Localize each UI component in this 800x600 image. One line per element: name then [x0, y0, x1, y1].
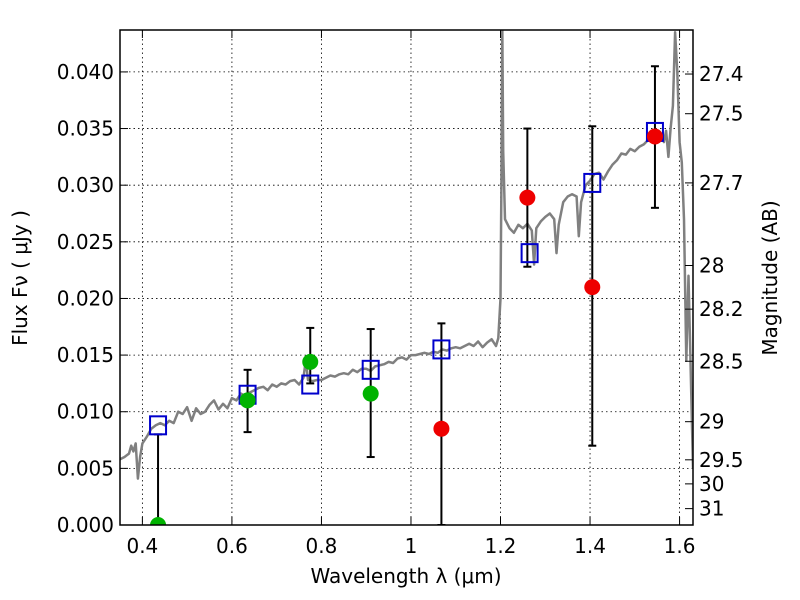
red-data-point [433, 420, 450, 437]
green-data-point [150, 517, 167, 525]
y2-tick-label: 28 [699, 253, 724, 277]
red-data-point [519, 189, 536, 206]
model-square-point [432, 339, 451, 360]
x-tick-label: 1.6 [664, 534, 696, 558]
grid-lines [120, 30, 693, 526]
y2-tick-label: 28.5 [699, 349, 744, 373]
y-tick-label: 0.005 [57, 456, 114, 480]
y-tick-label: 0.015 [57, 343, 114, 367]
y2-axis-label: Magnitude (AB) [758, 200, 782, 355]
x-tick-label: 1.4 [574, 534, 606, 558]
y-tick-label: 0.040 [57, 60, 114, 84]
y-tick-label: 0.000 [57, 513, 114, 537]
red-data-point [584, 279, 601, 296]
y2-tick-label: 29 [699, 410, 724, 434]
y2-tick-label: 27.5 [699, 102, 744, 126]
x-tick-label: 0.8 [306, 534, 338, 558]
spectrum-layer [120, 30, 693, 480]
model-square-point [301, 374, 320, 395]
y2-tick-label: 31 [699, 497, 724, 521]
y-tick-label: 0.010 [57, 400, 114, 424]
model-square-point [520, 243, 539, 264]
plot-area [120, 30, 693, 525]
x-tick-label: 1.2 [485, 534, 517, 558]
tick-marks [120, 30, 693, 526]
green-data-point [362, 385, 379, 402]
plot-frame [119, 29, 694, 526]
y2-tick-label: 29.5 [699, 448, 744, 472]
model-square-point [583, 172, 602, 193]
y2-tick-label: 28.2 [699, 297, 744, 321]
x-tick-label: 1 [405, 534, 418, 558]
y-axis-label: Flux Fν ( μJy ) [8, 210, 32, 346]
x-tick-label: 0.4 [126, 534, 158, 558]
model-square-point [149, 415, 168, 436]
green-data-point [239, 392, 256, 409]
y2-tick-label: 27.7 [699, 171, 744, 195]
y2-tick-label: 30 [699, 472, 724, 496]
y-tick-label: 0.025 [57, 230, 114, 254]
y-tick-label: 0.020 [57, 286, 114, 310]
y2-tick-label: 27.4 [699, 62, 744, 86]
tick-labels: 0.4 0.6 0.8 1 1.2 1.4 1.6 0.000 0.005 0.010 0.015 0… [57, 60, 744, 558]
y-tick-label: 0.035 [57, 117, 114, 141]
y-tick-label: 0.030 [57, 173, 114, 197]
x-axis-label: Wavelength λ (μm) [310, 564, 501, 588]
spectrum-line [120, 30, 693, 480]
x-tick-label: 0.6 [216, 534, 248, 558]
marker-layer [149, 121, 664, 525]
red-data-point [646, 128, 663, 145]
green-data-point [302, 353, 319, 370]
model-square-point [361, 359, 380, 380]
